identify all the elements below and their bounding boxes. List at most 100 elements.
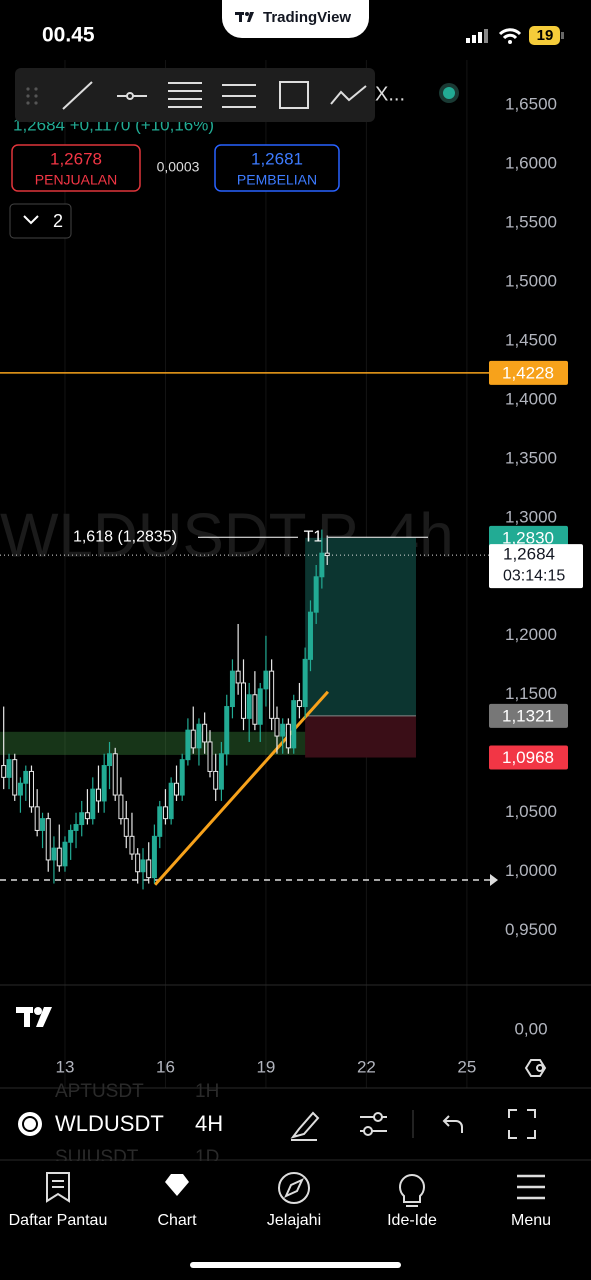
y-tick-label: 1,3000 [505, 507, 557, 526]
target-price-box [489, 525, 568, 550]
symbol-icon-mark [22, 1116, 38, 1132]
buy-price: 1,2681 [251, 149, 303, 168]
candle-body [179, 759, 185, 796]
candle-body [129, 835, 135, 855]
symbol-icon [18, 1112, 42, 1136]
candle-body [202, 723, 208, 743]
candle-body [218, 753, 224, 790]
chart-icon[interactable] [165, 1174, 189, 1196]
countdown: 03:14:15 [503, 567, 565, 584]
clock: 00.45 [42, 24, 95, 47]
x-tick-label: 13 [56, 1057, 75, 1076]
candle-body [95, 788, 101, 802]
undo-icon[interactable] [442, 1115, 463, 1133]
signal-icon [466, 29, 488, 43]
candle-body [269, 670, 275, 719]
sell-button[interactable]: 1,2678 PENJUALAN [11, 144, 141, 192]
collapse-button[interactable]: 2 [9, 203, 72, 239]
candle-body [324, 552, 330, 557]
ghost-symbol: APTUSDT [55, 1081, 144, 1102]
nav-label[interactable]: Menu [511, 1212, 551, 1229]
candle-body [252, 694, 258, 725]
interval[interactable]: 4H [195, 1111, 223, 1136]
home-indicator [190, 1262, 401, 1268]
path-tool[interactable] [330, 85, 367, 105]
fullscreen-icon[interactable] [508, 1109, 536, 1139]
drag-handle[interactable] [26, 87, 38, 105]
candle-body [40, 818, 46, 831]
tv-logo-small [235, 12, 254, 22]
settings-icon[interactable] [524, 1059, 547, 1077]
y-tick-label: 1,4000 [505, 389, 557, 408]
candle-body [68, 829, 74, 843]
app-name: TradingView [263, 9, 351, 26]
settings-icon-center [536, 1064, 544, 1072]
candle-body [274, 717, 280, 737]
candle-body [12, 759, 18, 796]
candle-body [118, 794, 124, 820]
draw-icon[interactable] [290, 1111, 320, 1141]
fib-target-label: T1 [304, 528, 323, 545]
candle-body [168, 782, 174, 820]
explore-icon[interactable] [278, 1172, 310, 1204]
x-tick-label: 25 [457, 1057, 476, 1076]
candle-body [84, 812, 90, 820]
toolbar-bg [15, 68, 375, 122]
candle-body [28, 770, 34, 808]
watchlist-icon[interactable] [46, 1172, 70, 1203]
battery [529, 26, 560, 45]
chevron [23, 215, 39, 225]
ideas-icon[interactable] [399, 1174, 425, 1207]
candle-body [240, 682, 246, 719]
candle-body [151, 835, 157, 879]
battery-level: 19 [537, 27, 554, 44]
nav-label[interactable]: Jelajahi [267, 1212, 321, 1229]
candle-body [56, 847, 62, 867]
toolbar-more[interactable]: X... [375, 83, 405, 105]
candle-body [157, 806, 163, 837]
candle-body [291, 700, 297, 749]
fib-tool[interactable] [168, 82, 202, 108]
explore-needle [283, 1177, 305, 1199]
candle-body [207, 741, 213, 772]
candle-body [73, 824, 79, 831]
tv-logo [16, 1007, 52, 1027]
candle-body [146, 859, 152, 879]
candle-body [185, 729, 191, 761]
candle-body [45, 818, 51, 861]
x-tick-label: 19 [256, 1057, 275, 1076]
y-tick-label: 1,5000 [505, 271, 557, 290]
y-tick-label: 1,0500 [505, 802, 557, 821]
collapse-count: 2 [53, 211, 63, 231]
rect-tool[interactable] [279, 81, 309, 109]
candle-body [313, 576, 319, 613]
spread: 0,0003 [157, 159, 200, 175]
nav-bar [0, 1161, 591, 1280]
buy-button[interactable]: 1,2681 PEMBELIAN [214, 144, 340, 192]
nav-label[interactable]: Daftar Pantau [9, 1212, 108, 1229]
horizontal-line-price-box [489, 360, 568, 385]
candle-body [224, 706, 230, 755]
y-tick-label: 0,9500 [505, 920, 557, 939]
menu-icon[interactable] [517, 1174, 545, 1200]
symbol[interactable]: WLDUSDT [55, 1111, 164, 1136]
nav-label[interactable]: Ide-Ide [387, 1212, 437, 1229]
candle-body [257, 688, 263, 725]
trend-line [153, 690, 330, 886]
pattern-tool[interactable] [222, 84, 256, 108]
candle-body [296, 700, 302, 708]
stop-price-label: 1,0968 [502, 748, 554, 767]
candle-body [319, 552, 325, 578]
y-tick-label: 1,6000 [505, 153, 557, 172]
x-tick-label: 16 [156, 1057, 175, 1076]
hline-tool-dot [126, 92, 134, 100]
nav-label[interactable]: Chart [157, 1212, 197, 1229]
sell-label: PENJUALAN [35, 172, 117, 188]
horizontal-line-price-label: 1,4228 [502, 363, 554, 382]
candle-body [1, 765, 7, 778]
trend-tool[interactable] [62, 81, 93, 110]
drawing-toolbar[interactable]: X... [15, 68, 405, 122]
